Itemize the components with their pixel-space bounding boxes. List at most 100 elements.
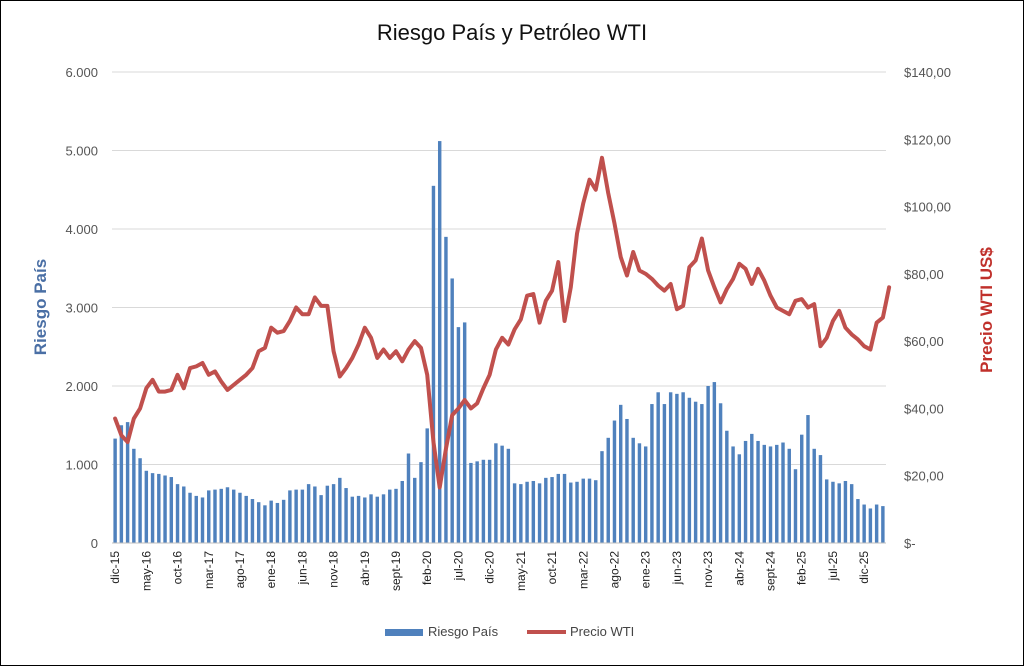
riesgo-pais-bar [363, 497, 367, 543]
riesgo-pais-bar [175, 484, 180, 543]
riesgo-pais-bar [182, 486, 186, 543]
riesgo-pais-bar [150, 473, 155, 543]
riesgo-pais-bar [831, 481, 835, 543]
riesgo-pais-bar [388, 489, 392, 543]
x-tick-label: nov-23 [701, 551, 715, 588]
x-tick-label: abr-24 [732, 551, 746, 586]
x-tick-label: dic-15 [108, 551, 122, 584]
riesgo-pais-bar [275, 502, 280, 543]
riesgo-pais-bar [606, 437, 610, 543]
riesgo-pais-bar [687, 397, 692, 543]
riesgo-pais-bar [444, 236, 448, 543]
riesgo-pais-bar [138, 458, 142, 543]
riesgo-pais-bar [163, 475, 167, 543]
riesgo-pais-bar [874, 504, 879, 543]
riesgo-pais-bar [313, 486, 317, 543]
riesgo-pais-bar [207, 490, 211, 543]
riesgo-pais-bar [506, 448, 511, 543]
riesgo-pais-bar [537, 483, 542, 543]
riesgo-pais-bar [625, 418, 629, 543]
riesgo-pais-bar [494, 443, 498, 543]
riesgo-pais-bar [232, 489, 236, 543]
riesgo-pais-bar [219, 488, 223, 543]
riesgo-pais-bar [475, 461, 479, 543]
riesgo-pais-bar [544, 477, 548, 543]
riesgo-pais-bar [144, 470, 149, 543]
x-tick-label: may-21 [514, 551, 528, 591]
riesgo-pais-bar [781, 442, 785, 543]
riesgo-pais-bar [194, 495, 198, 543]
riesgo-pais-bar [668, 392, 673, 543]
riesgo-pais-bar [256, 502, 261, 543]
riesgo-pais-bar [787, 448, 791, 543]
right-tick-label: $40,00 [904, 401, 944, 416]
x-tick-label: feb-25 [795, 551, 809, 585]
x-tick-label: sept-19 [389, 551, 403, 591]
riesgo-pais-bar [250, 499, 255, 543]
riesgo-pais-bar [437, 141, 442, 543]
left-tick-label: 6.000 [65, 65, 98, 80]
riesgo-pais-bar [419, 462, 423, 543]
riesgo-pais-bar [849, 484, 854, 543]
right-tick-label: $80,00 [904, 267, 944, 282]
riesgo-pais-bar [837, 483, 841, 543]
riesgo-pais-bar [169, 477, 174, 543]
x-tick-label: jun-23 [670, 551, 684, 586]
riesgo-pais-bar [612, 420, 617, 543]
legend-item-precio-wti: Precio WTI [527, 624, 634, 639]
legend-label: Precio WTI [570, 624, 634, 639]
riesgo-pais-bar [637, 443, 642, 543]
x-tick-label: feb-20 [420, 551, 434, 585]
riesgo-pais-bar [269, 500, 273, 543]
riesgo-pais-bar [650, 404, 654, 543]
riesgo-pais-bar [500, 445, 504, 543]
riesgo-pais-bar [462, 322, 467, 543]
riesgo-pais-bar [450, 278, 454, 543]
riesgo-pais-bar [619, 404, 623, 543]
riesgo-pais-bar [569, 482, 573, 543]
riesgo-pais-bar [338, 477, 342, 543]
riesgo-pais-bar [481, 459, 486, 543]
x-tick-label: ago-22 [607, 551, 621, 589]
riesgo-pais-bar [643, 446, 648, 543]
riesgo-pais-bar [157, 473, 161, 543]
riesgo-pais-bar [281, 499, 286, 543]
riesgo-pais-bar [325, 485, 330, 543]
wti-price-line [113, 155, 892, 490]
riesgo-pais-bar [675, 393, 679, 543]
riesgo-pais-bar [238, 492, 242, 543]
x-tick-label: ene-23 [639, 551, 653, 589]
left-axis-label: Riesgo País [31, 259, 50, 355]
riesgo-pais-bar [562, 473, 567, 543]
x-tick-label: mar-17 [202, 551, 216, 589]
right-tick-label: $120,00 [904, 132, 951, 147]
x-tick-label: ene-18 [264, 551, 278, 589]
x-tick-label: dic-20 [483, 551, 497, 584]
riesgo-pais-bar [594, 480, 598, 543]
riesgo-pais-bar [575, 481, 579, 543]
x-tick-label: abr-19 [358, 551, 372, 586]
riesgo-pais-bar [756, 440, 760, 543]
riesgo-pais-bar [706, 386, 710, 543]
riesgo-pais-bar [369, 494, 373, 543]
x-tick-label: jun-18 [295, 551, 309, 586]
grid-lines [112, 71, 886, 465]
riesgo-pais-bar [225, 487, 230, 543]
right-tick-label: $20,00 [904, 469, 944, 484]
riesgo-pais-bar [125, 422, 130, 543]
riesgo-pais-bar [525, 481, 529, 543]
riesgo-pais-bar [812, 448, 816, 543]
left-tick-label: 4.000 [65, 222, 98, 237]
x-axis-ticks: dic-15 may-16 oct-16 mar-17 ago-17 ene-18 jun-… [108, 551, 871, 591]
riesgo-pais-bar [425, 428, 429, 543]
riesgo-pais-bar [793, 469, 798, 543]
riesgo-pais-bar [731, 446, 735, 543]
right-tick-label: $100,00 [904, 200, 951, 215]
left-tick-label: 3.000 [65, 301, 98, 316]
riesgo-pais-bar [700, 404, 704, 543]
right-axis-label: Precio WTI US$ [977, 247, 996, 373]
x-tick-label: jul-20 [451, 551, 465, 582]
riesgo-pais-bar [750, 433, 754, 543]
riesgo-pais-bar [600, 451, 604, 543]
riesgo-pais-bar [406, 453, 411, 543]
